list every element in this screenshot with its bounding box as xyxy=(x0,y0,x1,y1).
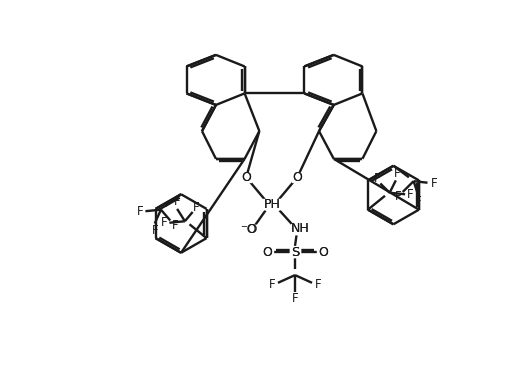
Text: S: S xyxy=(291,245,299,258)
Text: O: O xyxy=(262,245,272,258)
Text: O: O xyxy=(318,245,328,258)
FancyBboxPatch shape xyxy=(262,247,272,257)
Text: O: O xyxy=(241,171,251,184)
Text: F: F xyxy=(172,218,178,232)
FancyBboxPatch shape xyxy=(239,225,258,235)
Text: F: F xyxy=(292,292,298,305)
FancyBboxPatch shape xyxy=(292,224,307,233)
Text: F: F xyxy=(374,172,381,186)
FancyBboxPatch shape xyxy=(262,247,272,257)
Text: F: F xyxy=(394,167,401,180)
Text: O: O xyxy=(293,171,302,184)
FancyBboxPatch shape xyxy=(263,200,280,209)
Text: F: F xyxy=(269,278,275,291)
Text: F: F xyxy=(174,196,181,208)
Text: O: O xyxy=(318,245,328,258)
Text: F: F xyxy=(395,190,401,203)
Text: F: F xyxy=(151,224,158,237)
FancyBboxPatch shape xyxy=(289,246,301,257)
Text: F: F xyxy=(161,216,167,229)
FancyBboxPatch shape xyxy=(240,225,257,234)
FancyBboxPatch shape xyxy=(293,174,302,181)
Text: O: O xyxy=(262,245,272,258)
FancyBboxPatch shape xyxy=(291,224,308,234)
FancyBboxPatch shape xyxy=(241,173,251,181)
Text: F: F xyxy=(136,205,143,218)
FancyBboxPatch shape xyxy=(318,247,328,257)
Text: O: O xyxy=(293,171,302,184)
Text: ⁻O: ⁻O xyxy=(240,223,257,236)
FancyBboxPatch shape xyxy=(290,247,299,257)
Text: ⁻O: ⁻O xyxy=(240,223,257,236)
FancyBboxPatch shape xyxy=(318,247,328,257)
Text: NH: NH xyxy=(290,223,309,235)
Text: F: F xyxy=(192,201,199,214)
Text: F: F xyxy=(415,196,422,208)
FancyBboxPatch shape xyxy=(262,199,281,209)
Text: S: S xyxy=(291,245,299,258)
Text: PH: PH xyxy=(263,198,280,211)
Text: O: O xyxy=(241,171,251,184)
Text: F: F xyxy=(315,278,322,291)
Text: F: F xyxy=(407,188,414,201)
FancyBboxPatch shape xyxy=(242,174,251,181)
Text: F: F xyxy=(431,177,437,190)
Text: PH: PH xyxy=(263,198,280,211)
Text: NH: NH xyxy=(290,223,309,235)
FancyBboxPatch shape xyxy=(292,173,302,181)
